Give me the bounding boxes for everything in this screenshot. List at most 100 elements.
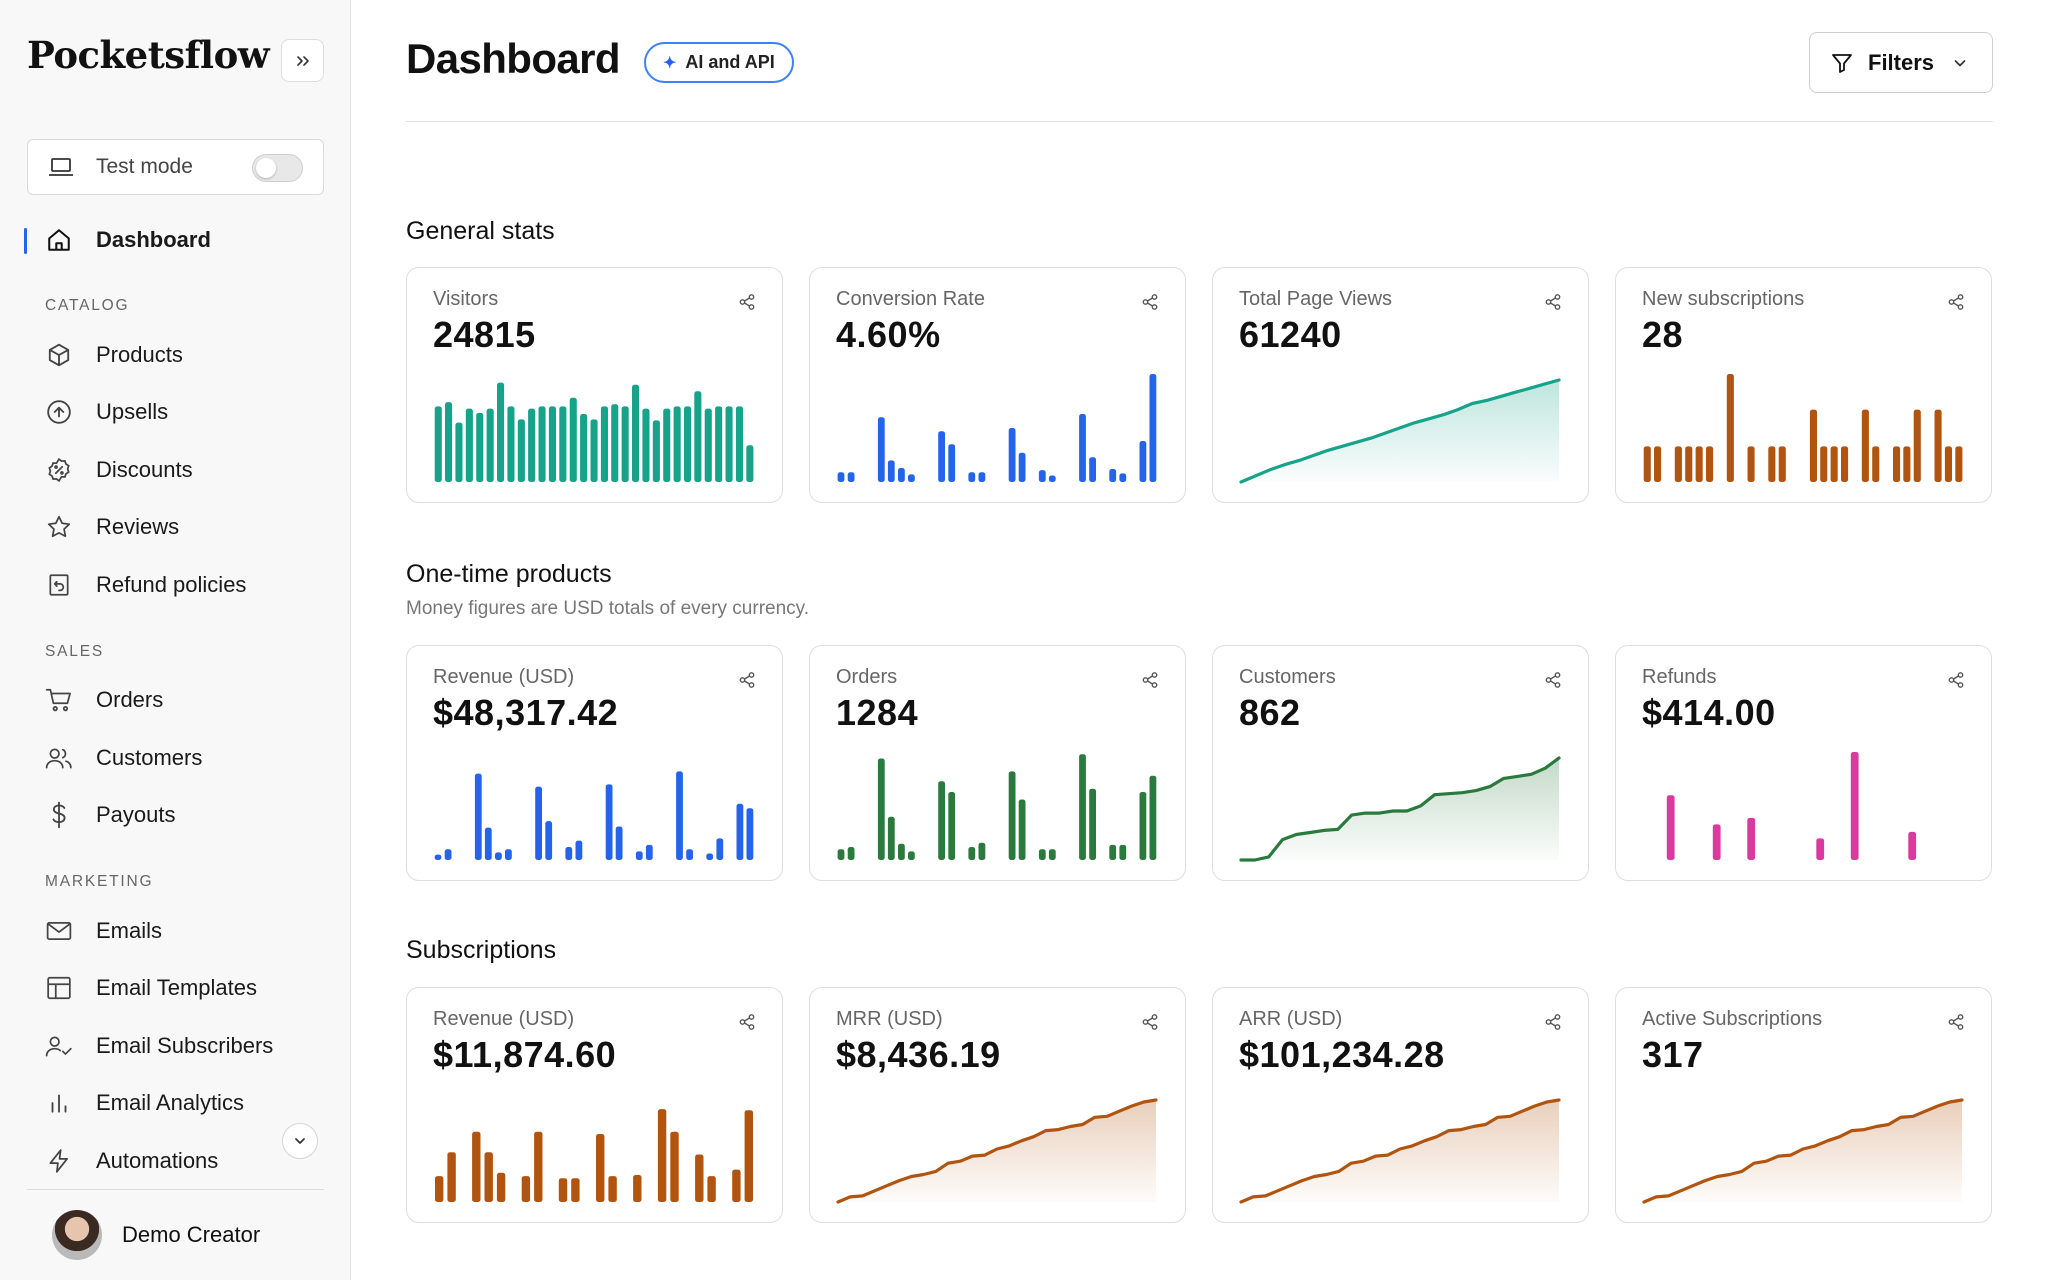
stat-card-orders[interactable]: Orders 1284 (809, 645, 1186, 881)
chart-bar (538, 406, 546, 482)
ai-api-badge[interactable]: ✦ AI and API (644, 42, 794, 83)
stat-card-mrr[interactable]: MRR (USD) $8,436.19 (809, 987, 1186, 1223)
chart-bar (1038, 470, 1046, 482)
sidebar-item-refund-policies[interactable]: Refund policies (45, 563, 246, 607)
chart-bar (938, 781, 945, 860)
sidebar-item-dashboard[interactable]: Dashboard (45, 218, 211, 262)
stat-card-arr[interactable]: ARR (USD) $101,234.28 (1212, 987, 1589, 1223)
section-title-general: General stats (406, 217, 555, 245)
chart-bar (1666, 795, 1675, 860)
sidebar-item-upsells[interactable]: Upsells (45, 390, 168, 434)
chart-bar (837, 849, 845, 860)
share-icon[interactable] (738, 1013, 756, 1031)
chart-bar (1119, 844, 1127, 860)
chart-bar (1747, 817, 1756, 860)
sidebar-item-orders[interactable]: Orders (45, 678, 163, 722)
section-label-catalog: CATALOG (45, 297, 130, 314)
chart-bar (545, 821, 553, 860)
sidebar-item-label: Email Templates (96, 975, 257, 1000)
chart-bar (486, 408, 494, 482)
chart-bar (465, 408, 473, 482)
chart-bar (938, 431, 945, 482)
sparkle-icon: ✦ (663, 54, 677, 72)
chart-bar (1706, 446, 1714, 482)
chart-bar (635, 851, 643, 860)
chart-bar (1768, 446, 1776, 482)
sidebar-item-payouts[interactable]: Payouts (45, 793, 176, 837)
share-icon[interactable] (1544, 671, 1562, 689)
scroll-down-button[interactable] (282, 1123, 318, 1159)
stat-card-refunds[interactable]: Refunds $414.00 (1615, 645, 1992, 881)
share-icon[interactable] (1947, 671, 1965, 689)
stat-value: $101,234.28 (1239, 1034, 1445, 1075)
share-icon[interactable] (1544, 293, 1562, 311)
stat-value: 1284 (836, 692, 919, 733)
sidebar-item-discounts[interactable]: Discounts (45, 448, 193, 492)
sidebar-item-products[interactable]: Products (45, 333, 183, 377)
user-menu[interactable]: Demo Creator (52, 1210, 260, 1260)
refund-receipt-icon (45, 571, 73, 599)
chevron-down-icon (1954, 59, 1966, 66)
stat-card-new-subscriptions[interactable]: New subscriptions 28 (1615, 267, 1992, 503)
filters-button[interactable]: Filters (1809, 32, 1993, 93)
app-logo[interactable]: Pocketsflow (27, 33, 270, 77)
collapse-sidebar-button[interactable] (281, 39, 324, 82)
home-icon (45, 226, 73, 254)
stat-card-total-page-views[interactable]: Total Page Views 61240 (1212, 267, 1589, 503)
sidebar-item-email-analytics[interactable]: Email Analytics (45, 1081, 244, 1125)
chart-bar (435, 1176, 444, 1202)
test-mode-control[interactable]: Test mode (27, 139, 324, 195)
sidebar-item-email-templates[interactable]: Email Templates (45, 966, 257, 1010)
sidebar-item-emails[interactable]: Emails (45, 909, 162, 953)
chart-bar (908, 851, 915, 860)
chart-bar (1861, 409, 1869, 482)
chart-bar (535, 786, 542, 860)
chart-bar (517, 419, 525, 482)
sidebar-item-label: Orders (96, 687, 164, 712)
chart-bar (887, 460, 895, 482)
user-name: Demo Creator (122, 1222, 261, 1247)
sparkline-chart (1239, 1098, 1561, 1204)
share-icon[interactable] (1141, 1013, 1159, 1031)
stat-value: 862 (1239, 692, 1301, 733)
share-icon[interactable] (1141, 671, 1159, 689)
stat-title: New subscriptions (1642, 288, 1805, 310)
stat-card-customers[interactable]: Customers 862 (1212, 645, 1589, 881)
stat-title: Total Page Views (1239, 288, 1393, 310)
share-icon[interactable] (738, 671, 756, 689)
chart-bar (1079, 754, 1086, 860)
chart-bar (744, 1110, 753, 1202)
stat-card-active-subscriptions[interactable]: Active Subscriptions 317 (1615, 987, 1992, 1223)
stat-card-one-time-revenue[interactable]: Revenue (USD) $48,317.42 (406, 645, 783, 881)
stat-card-visitors[interactable]: Visitors 24815 (406, 267, 783, 503)
sidebar-item-label: Upsells (96, 399, 169, 424)
sidebar-item-automations[interactable]: Automations (45, 1139, 218, 1183)
sidebar-item-label: Products (96, 342, 183, 367)
chart-bar (1038, 849, 1046, 860)
stat-card-subscription-revenue[interactable]: Revenue (USD) $11,874.60 (406, 987, 783, 1223)
share-icon[interactable] (1947, 293, 1965, 311)
chart-bar (684, 406, 692, 482)
share-icon[interactable] (738, 293, 756, 311)
sidebar-item-email-subscribers[interactable]: Email Subscribers (45, 1024, 273, 1068)
share-icon[interactable] (1141, 293, 1159, 311)
share-icon[interactable] (1947, 1013, 1965, 1031)
chart-bar (715, 406, 723, 482)
chart-bar (1747, 446, 1755, 482)
stat-card-conversion-rate[interactable]: Conversion Rate 4.60% (809, 267, 1186, 503)
chart-line (1239, 378, 1561, 484)
stat-value: $414.00 (1642, 692, 1776, 733)
ai-api-badge-label: AI and API (685, 52, 775, 72)
sidebar-item-customers[interactable]: Customers (45, 736, 202, 780)
test-mode-toggle[interactable] (252, 154, 303, 182)
chart-bar (1726, 374, 1734, 482)
chart-bar (1820, 446, 1828, 482)
share-icon[interactable] (1544, 1013, 1562, 1031)
box-icon (45, 341, 73, 369)
chart-bar (605, 784, 613, 860)
sidebar-item-reviews[interactable]: Reviews (45, 505, 179, 549)
chart-bar (1149, 374, 1157, 482)
chart-bar (1778, 446, 1786, 482)
chart-bar (657, 1109, 667, 1202)
filter-icon (1832, 53, 1852, 73)
